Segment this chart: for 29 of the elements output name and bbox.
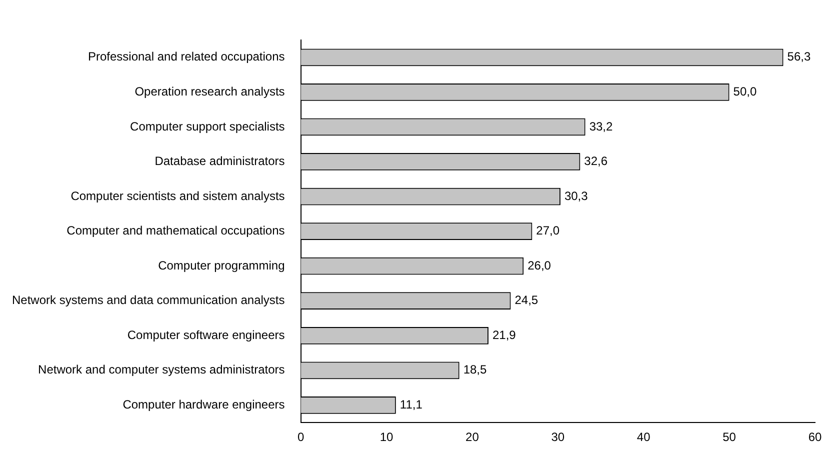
x-tick-label: 30 — [551, 430, 565, 444]
x-tick-label: 10 — [380, 430, 394, 444]
data-label: 18,5 — [463, 362, 488, 377]
data-label: 11,1 — [400, 398, 423, 412]
y-tick-label: Database administrators — [154, 154, 285, 168]
data-label: 56,3 — [787, 50, 811, 64]
data-label: 50,0 — [733, 84, 757, 98]
data-label: 26,0 — [528, 258, 552, 272]
y-tick-label: Computer programming — [158, 258, 285, 272]
y-tick-label: Network and computer systems administrators — [38, 362, 285, 377]
x-tick-label: 20 — [466, 430, 480, 444]
y-tick-label: Professional and related occupations — [88, 50, 285, 64]
data-label: 32,6 — [584, 154, 608, 168]
x-tick-label: 40 — [636, 430, 651, 444]
data-label: 27,0 — [536, 224, 560, 238]
y-tick-label: Network systems and data communication analysts — [12, 293, 285, 308]
data-label: 24,5 — [514, 293, 538, 308]
data-label: 33,2 — [589, 119, 613, 134]
y-tick-label: Operation research analysts — [134, 84, 285, 98]
x-tick-label: 60 — [808, 430, 822, 444]
y-tick-label: Computer software engineers — [127, 328, 285, 342]
x-tick-label: 50 — [722, 430, 736, 444]
data-label: 30,3 — [564, 188, 588, 203]
y-tick-label: Computer scientists and sistem analysts — [70, 188, 285, 203]
y-tick-label: Computer and mathematical occupations — [66, 224, 285, 238]
y-tick-label: Computer hardware engineers — [122, 398, 285, 412]
data-label: 21,9 — [492, 328, 516, 342]
x-tick-label: 0 — [297, 430, 304, 444]
y-tick-label: Computer support specialists — [130, 119, 285, 134]
